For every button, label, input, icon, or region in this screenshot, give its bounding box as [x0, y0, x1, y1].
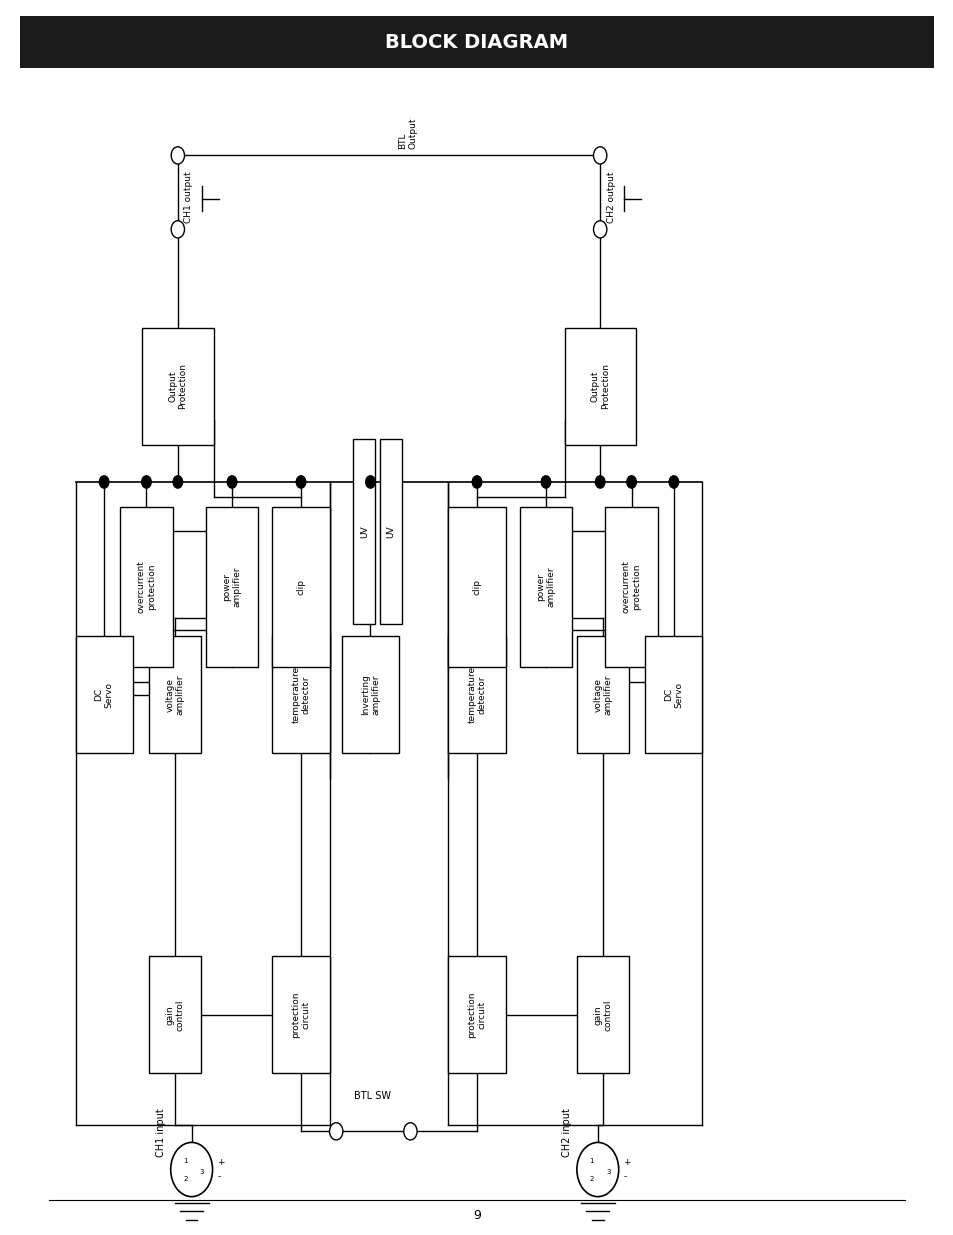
FancyBboxPatch shape: [353, 438, 375, 624]
Circle shape: [540, 475, 550, 488]
FancyBboxPatch shape: [149, 956, 201, 1073]
Circle shape: [329, 1123, 342, 1140]
Text: BLOCK DIAGRAM: BLOCK DIAGRAM: [385, 32, 568, 52]
Text: temperature
detector: temperature detector: [467, 666, 486, 722]
Text: Output
Protection: Output Protection: [168, 363, 188, 410]
Text: gain
control: gain control: [593, 999, 612, 1031]
Text: 2: 2: [184, 1177, 188, 1182]
Circle shape: [593, 221, 606, 238]
FancyBboxPatch shape: [577, 636, 629, 753]
Text: protection
circuit: protection circuit: [291, 992, 311, 1039]
FancyBboxPatch shape: [577, 956, 629, 1073]
Text: 9: 9: [473, 1209, 480, 1221]
Circle shape: [472, 475, 481, 488]
Circle shape: [668, 475, 678, 488]
Text: -: -: [217, 1172, 220, 1182]
FancyBboxPatch shape: [448, 956, 505, 1073]
FancyBboxPatch shape: [519, 506, 572, 667]
Text: clip: clip: [472, 579, 481, 595]
Circle shape: [227, 475, 236, 488]
Circle shape: [99, 475, 109, 488]
FancyBboxPatch shape: [20, 16, 933, 68]
FancyBboxPatch shape: [341, 636, 398, 753]
FancyBboxPatch shape: [120, 506, 172, 667]
Text: power
amplifier: power amplifier: [536, 567, 555, 606]
FancyBboxPatch shape: [644, 636, 701, 753]
Text: Inverting
amplifier: Inverting amplifier: [360, 674, 379, 715]
Text: +: +: [217, 1157, 225, 1167]
Text: Output
Protection: Output Protection: [590, 363, 609, 410]
Text: -: -: [623, 1172, 626, 1182]
Text: CH1 input: CH1 input: [155, 1109, 166, 1157]
Text: protection
circuit: protection circuit: [467, 992, 486, 1039]
Text: gain
control: gain control: [165, 999, 185, 1031]
FancyBboxPatch shape: [75, 636, 132, 753]
FancyBboxPatch shape: [564, 329, 636, 445]
Text: overcurrent
protection: overcurrent protection: [621, 561, 640, 613]
Circle shape: [171, 147, 184, 164]
Text: CH2 output: CH2 output: [606, 172, 616, 224]
Circle shape: [595, 475, 604, 488]
Text: voltage
amplifier: voltage amplifier: [593, 674, 612, 715]
Text: clip: clip: [296, 579, 305, 595]
Text: overcurrent
protection: overcurrent protection: [136, 561, 156, 613]
FancyBboxPatch shape: [142, 329, 213, 445]
Text: 3: 3: [605, 1170, 610, 1174]
Circle shape: [142, 475, 151, 488]
FancyBboxPatch shape: [206, 506, 258, 667]
Text: voltage
amplifier: voltage amplifier: [165, 674, 185, 715]
Circle shape: [403, 1123, 416, 1140]
Text: UV: UV: [359, 525, 369, 537]
Circle shape: [365, 475, 375, 488]
FancyBboxPatch shape: [273, 956, 329, 1073]
Text: 3: 3: [199, 1170, 204, 1174]
Circle shape: [171, 221, 184, 238]
Text: BTL
Output: BTL Output: [398, 117, 417, 149]
Circle shape: [172, 475, 182, 488]
Text: 1: 1: [183, 1158, 187, 1163]
Text: CH2 input: CH2 input: [561, 1108, 572, 1157]
FancyBboxPatch shape: [149, 636, 201, 753]
Circle shape: [296, 475, 306, 488]
Text: power
amplifier: power amplifier: [222, 567, 241, 606]
FancyBboxPatch shape: [448, 506, 505, 667]
Circle shape: [577, 1142, 618, 1197]
Circle shape: [593, 147, 606, 164]
Text: DC
Servo: DC Servo: [663, 682, 683, 708]
FancyBboxPatch shape: [605, 506, 657, 667]
FancyBboxPatch shape: [273, 636, 329, 753]
Text: temperature
detector: temperature detector: [291, 666, 311, 722]
FancyBboxPatch shape: [273, 506, 329, 667]
Text: 2: 2: [589, 1177, 594, 1182]
Circle shape: [626, 475, 636, 488]
Circle shape: [171, 1142, 213, 1197]
Text: 1: 1: [588, 1158, 593, 1163]
Text: DC
Servo: DC Servo: [94, 682, 113, 708]
Text: +: +: [623, 1157, 630, 1167]
Text: CH1 output: CH1 output: [184, 172, 193, 224]
FancyBboxPatch shape: [448, 636, 505, 753]
FancyBboxPatch shape: [379, 438, 401, 624]
Text: BTL SW: BTL SW: [354, 1091, 391, 1100]
Text: UV: UV: [386, 525, 395, 537]
